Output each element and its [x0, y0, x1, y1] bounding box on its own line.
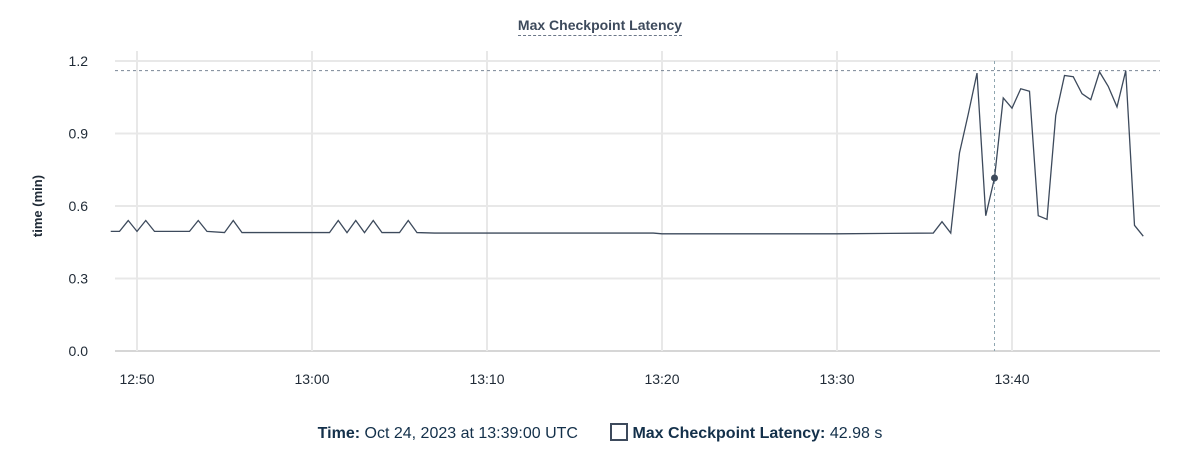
y-axis-label: time (min): [30, 175, 45, 237]
x-tick-label: 13:00: [294, 371, 329, 387]
y-axis: 0.0 0.3 0.6 0.9 1.2: [69, 53, 89, 359]
series-toggle-checkbox[interactable]: [610, 423, 629, 441]
time-label: Time:: [317, 425, 361, 442]
y-tick-label: 0.6: [69, 198, 89, 214]
grid: [115, 51, 1160, 352]
y-tick-label: 0.0: [69, 343, 89, 359]
x-tick-label: 12:50: [119, 371, 154, 387]
time-value: Oct 24, 2023 at 13:39:00 UTC: [364, 425, 578, 442]
x-tick-label: 13:20: [644, 371, 679, 387]
chart-title: Max Checkpoint Latency: [0, 17, 1200, 36]
hover-legend: Time: Oct 24, 2023 at 13:39:00 UTC Max C…: [0, 423, 1200, 443]
x-tick-label: 13:10: [469, 371, 504, 387]
series: [110, 61, 1160, 351]
series-value: 42.98 s: [829, 425, 883, 442]
chart-title-text: Max Checkpoint Latency: [517, 17, 683, 36]
series-label: Max Checkpoint Latency:: [632, 425, 826, 442]
line-chart[interactable]: 0.0 0.3 0.6 0.9 1.2 12:50 13:00 13:10 13:20 13:3…: [0, 0, 1200, 410]
y-tick-label: 1.2: [69, 53, 89, 69]
x-tick-label: 13:30: [819, 371, 854, 387]
hover-point: [991, 174, 998, 182]
y-tick-label: 0.3: [69, 271, 89, 287]
x-tick-label: 13:40: [994, 371, 1029, 387]
series-line: [110, 70, 1144, 237]
x-axis: 12:50 13:00 13:10 13:20 13:30 13:40: [119, 371, 1029, 387]
y-tick-label: 0.9: [69, 126, 89, 142]
